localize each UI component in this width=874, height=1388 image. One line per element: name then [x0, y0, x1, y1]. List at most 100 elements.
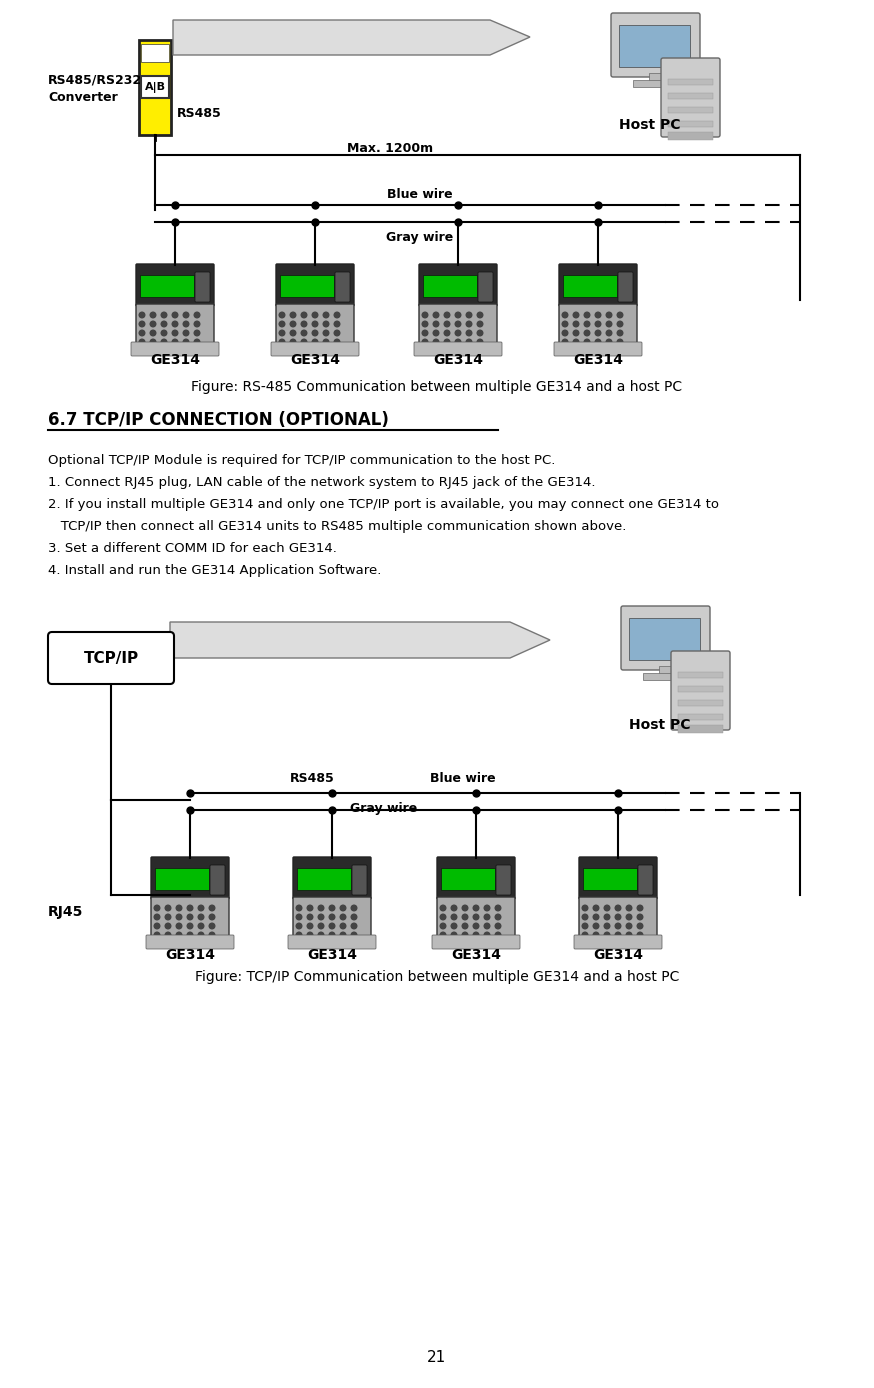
Circle shape	[139, 312, 145, 318]
FancyBboxPatch shape	[437, 897, 515, 940]
Bar	[668, 79, 713, 85]
Circle shape	[184, 339, 189, 344]
Circle shape	[451, 905, 457, 911]
Circle shape	[573, 339, 579, 344]
Bar	[668, 121, 713, 126]
Circle shape	[351, 905, 357, 911]
Circle shape	[172, 321, 177, 326]
Circle shape	[198, 933, 204, 938]
Bar	[678, 686, 723, 693]
Circle shape	[477, 321, 482, 326]
Circle shape	[307, 933, 313, 938]
Circle shape	[607, 330, 612, 336]
Circle shape	[187, 923, 193, 929]
Circle shape	[351, 933, 357, 938]
Circle shape	[340, 915, 346, 920]
Circle shape	[573, 321, 579, 326]
Text: GE314: GE314	[593, 948, 643, 962]
Text: RJ45: RJ45	[48, 905, 83, 919]
Circle shape	[302, 330, 307, 336]
FancyBboxPatch shape	[146, 936, 234, 949]
FancyBboxPatch shape	[478, 272, 493, 303]
Circle shape	[340, 905, 346, 911]
Text: 2. If you install multiple GE314 and only one TCP/IP port is available, you may : 2. If you install multiple GE314 and onl…	[48, 497, 719, 511]
FancyBboxPatch shape	[661, 58, 720, 137]
Circle shape	[318, 923, 323, 929]
Circle shape	[422, 321, 427, 326]
Text: GE314: GE314	[573, 353, 623, 366]
Bar	[668, 132, 713, 140]
Text: GE314: GE314	[307, 948, 357, 962]
Circle shape	[626, 933, 632, 938]
Circle shape	[312, 330, 318, 336]
Text: 6.7 TCP/IP CONNECTION (OPTIONAL): 6.7 TCP/IP CONNECTION (OPTIONAL)	[48, 411, 389, 429]
Circle shape	[340, 923, 346, 929]
Circle shape	[584, 321, 590, 326]
Circle shape	[617, 330, 623, 336]
Circle shape	[637, 915, 642, 920]
Circle shape	[312, 312, 318, 318]
Circle shape	[604, 933, 610, 938]
Circle shape	[444, 312, 450, 318]
Circle shape	[484, 923, 489, 929]
Circle shape	[198, 915, 204, 920]
Circle shape	[323, 321, 329, 326]
Circle shape	[351, 915, 357, 920]
Circle shape	[615, 905, 621, 911]
Circle shape	[302, 312, 307, 318]
Circle shape	[329, 915, 335, 920]
Circle shape	[466, 321, 472, 326]
Circle shape	[279, 339, 285, 344]
FancyBboxPatch shape	[574, 936, 662, 949]
Circle shape	[496, 933, 501, 938]
Circle shape	[434, 312, 439, 318]
Circle shape	[307, 923, 313, 929]
Bar	[441, 868, 495, 890]
Text: Host PC: Host PC	[629, 718, 690, 731]
Circle shape	[573, 330, 579, 336]
Circle shape	[637, 923, 642, 929]
Circle shape	[593, 915, 599, 920]
Text: GE314: GE314	[451, 948, 501, 962]
Circle shape	[329, 905, 335, 911]
FancyBboxPatch shape	[136, 264, 214, 305]
Circle shape	[593, 933, 599, 938]
FancyBboxPatch shape	[136, 304, 214, 346]
Circle shape	[607, 312, 612, 318]
Text: Gray wire: Gray wire	[350, 801, 417, 815]
Circle shape	[209, 933, 215, 938]
Bar	[678, 713, 723, 720]
Polygon shape	[170, 622, 550, 658]
Polygon shape	[173, 19, 530, 56]
Text: RS485: RS485	[177, 107, 222, 119]
Circle shape	[604, 905, 610, 911]
Circle shape	[334, 330, 340, 336]
Circle shape	[451, 915, 457, 920]
Circle shape	[323, 330, 329, 336]
Circle shape	[302, 339, 307, 344]
Circle shape	[462, 915, 468, 920]
Circle shape	[307, 915, 313, 920]
Circle shape	[473, 915, 479, 920]
Circle shape	[562, 339, 568, 344]
Bar	[155, 868, 209, 890]
Circle shape	[595, 312, 600, 318]
Circle shape	[329, 933, 335, 938]
Circle shape	[434, 339, 439, 344]
Circle shape	[177, 923, 182, 929]
Circle shape	[617, 321, 623, 326]
Circle shape	[312, 339, 318, 344]
Circle shape	[496, 905, 501, 911]
Circle shape	[194, 339, 200, 344]
FancyBboxPatch shape	[621, 607, 710, 670]
Circle shape	[593, 923, 599, 929]
Circle shape	[473, 933, 479, 938]
FancyBboxPatch shape	[131, 341, 219, 355]
Circle shape	[484, 915, 489, 920]
Text: 3. Set a different COMM ID for each GE314.: 3. Set a different COMM ID for each GE31…	[48, 541, 336, 554]
Circle shape	[440, 933, 446, 938]
Circle shape	[477, 312, 482, 318]
FancyBboxPatch shape	[432, 936, 520, 949]
Circle shape	[637, 905, 642, 911]
Circle shape	[422, 312, 427, 318]
